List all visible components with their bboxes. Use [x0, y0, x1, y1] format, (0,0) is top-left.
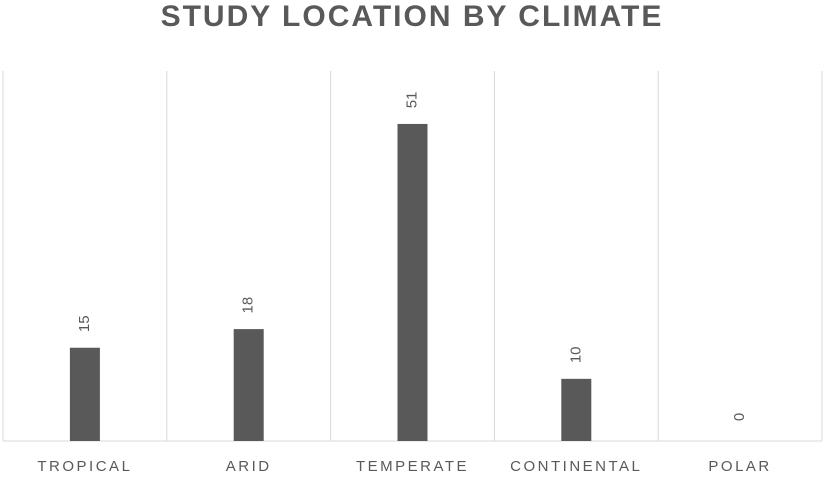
x-tick-label: CONTINENTAL — [510, 458, 642, 475]
data-label: 15 — [76, 315, 93, 332]
data-label: 0 — [731, 413, 748, 421]
chart-title: STUDY LOCATION BY CLIMATE — [161, 0, 664, 33]
bar — [561, 378, 592, 441]
bar — [69, 347, 100, 441]
data-label: 51 — [403, 92, 420, 109]
x-tick-label: ARID — [226, 458, 272, 475]
data-label: 18 — [240, 297, 257, 314]
data-label: 10 — [567, 346, 584, 363]
bar — [397, 123, 428, 442]
x-tick-label: TROPICAL — [37, 458, 132, 475]
x-tick-label: TEMPERATE — [356, 458, 469, 475]
x-tick-label: POLAR — [708, 458, 771, 475]
bar — [233, 329, 264, 441]
